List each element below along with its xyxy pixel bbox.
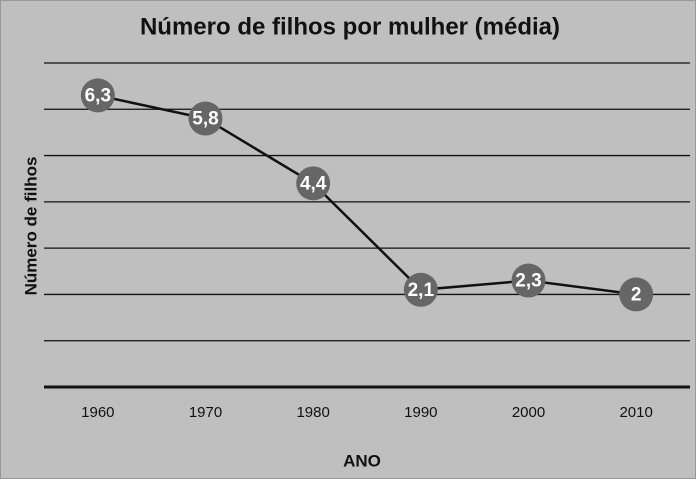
x-tick-label: 1970 xyxy=(189,404,222,421)
chart-title: Número de filhos por mulher (média) xyxy=(140,13,560,40)
data-label: 2,3 xyxy=(515,271,541,292)
y-axis-label: Número de filhos xyxy=(21,157,40,296)
x-tick-label: 2010 xyxy=(619,404,652,421)
data-point xyxy=(511,263,546,298)
data-label: 4,4 xyxy=(300,173,327,194)
x-tick-label: 1990 xyxy=(404,404,437,421)
x-tick-label: 2000 xyxy=(512,404,545,421)
data-label: 2,1 xyxy=(408,280,435,301)
data-label: 5,8 xyxy=(192,109,218,130)
data-point xyxy=(403,272,438,307)
data-line xyxy=(97,94,637,296)
data-point xyxy=(296,166,331,201)
data-label: 6,3 xyxy=(85,85,111,106)
x-axis-label: ANO xyxy=(343,451,381,470)
data-label: 2 xyxy=(631,284,642,305)
x-tick-label: 1960 xyxy=(81,404,114,421)
data-point xyxy=(188,101,223,136)
data-point xyxy=(619,277,654,312)
x-tick-label: 1980 xyxy=(296,404,329,421)
data-point xyxy=(80,78,115,113)
